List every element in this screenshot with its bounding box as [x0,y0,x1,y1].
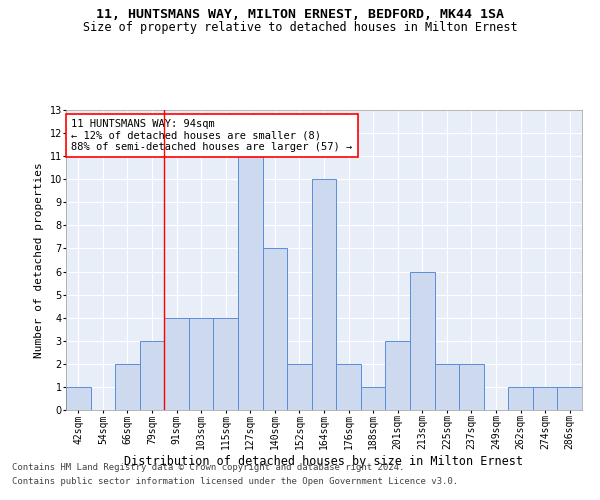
Bar [459,364,484,410]
Bar [361,387,385,410]
Bar [66,387,91,410]
Bar [312,179,336,410]
Bar [410,272,434,410]
Bar [434,364,459,410]
Bar [336,364,361,410]
Bar [164,318,189,410]
Bar [263,248,287,410]
Text: Contains public sector information licensed under the Open Government Licence v3: Contains public sector information licen… [12,477,458,486]
Text: Contains HM Land Registry data © Crown copyright and database right 2024.: Contains HM Land Registry data © Crown c… [12,464,404,472]
X-axis label: Distribution of detached houses by size in Milton Ernest: Distribution of detached houses by size … [125,455,523,468]
Text: 11, HUNTSMANS WAY, MILTON ERNEST, BEDFORD, MK44 1SA: 11, HUNTSMANS WAY, MILTON ERNEST, BEDFOR… [96,8,504,20]
Text: Size of property relative to detached houses in Milton Ernest: Size of property relative to detached ho… [83,22,517,35]
Bar [189,318,214,410]
Bar [385,341,410,410]
Bar [115,364,140,410]
Bar [238,156,263,410]
Bar [508,387,533,410]
Text: 11 HUNTSMANS WAY: 94sqm
← 12% of detached houses are smaller (8)
88% of semi-det: 11 HUNTSMANS WAY: 94sqm ← 12% of detache… [71,119,352,152]
Y-axis label: Number of detached properties: Number of detached properties [34,162,44,358]
Bar [557,387,582,410]
Bar [287,364,312,410]
Bar [140,341,164,410]
Bar [214,318,238,410]
Bar [533,387,557,410]
